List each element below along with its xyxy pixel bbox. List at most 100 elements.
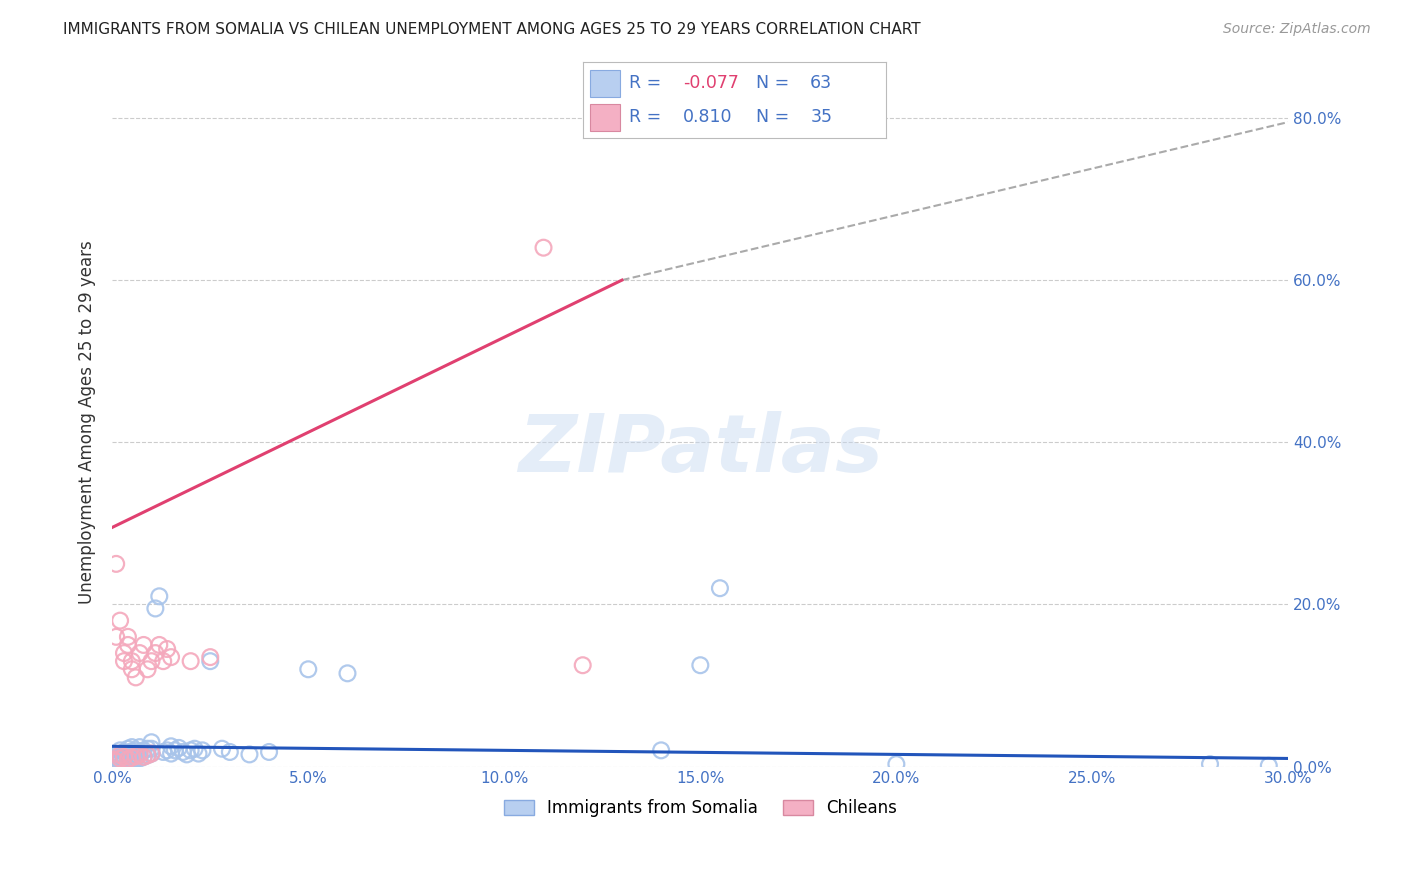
Point (121, 740, 143, 755)
Text: IMMIGRANTS FROM SOMALIA VS CHILEAN UNEMPLOYMENT AMONG AGES 25 TO 29 YEARS CORREL: IMMIGRANTS FROM SOMALIA VS CHILEAN UNEMP… (63, 22, 921, 37)
Point (257, 745, 280, 759)
Point (156, 743, 179, 757)
Point (108, 747, 131, 762)
Point (180, 654, 202, 668)
Y-axis label: Unemployment Among Ages 25 to 29 years: Unemployment Among Ages 25 to 29 years (79, 240, 96, 604)
Point (187, 747, 209, 761)
Point (176, 747, 198, 762)
Point (689, 658, 711, 673)
Text: -0.077: -0.077 (683, 74, 740, 92)
Point (152, 745, 174, 759)
Point (128, 747, 150, 762)
Point (117, 749, 139, 764)
Point (128, 646, 150, 660)
Point (108, 743, 131, 757)
Point (108, 753, 131, 767)
Point (105, 751, 128, 765)
Text: 0.810: 0.810 (683, 109, 733, 127)
Point (125, 670, 148, 684)
Point (105, 747, 128, 762)
Point (218, 745, 240, 759)
Point (121, 744, 143, 758)
Point (121, 654, 143, 668)
Point (112, 749, 135, 764)
Text: Source: ZipAtlas.com: Source: ZipAtlas.com (1223, 22, 1371, 37)
Point (112, 748, 135, 763)
Point (112, 745, 135, 759)
Point (121, 750, 143, 764)
Point (136, 748, 159, 763)
Point (105, 755, 128, 769)
Text: N =: N = (756, 109, 794, 127)
Point (709, 581, 731, 595)
Point (136, 662, 159, 676)
Text: R =: R = (628, 109, 666, 127)
Text: 35: 35 (810, 109, 832, 127)
Point (191, 743, 214, 757)
Point (112, 654, 135, 668)
Point (200, 650, 222, 665)
Point (141, 747, 163, 761)
Point (297, 662, 319, 676)
Point (183, 741, 205, 756)
FancyBboxPatch shape (589, 104, 620, 130)
Point (145, 601, 167, 615)
Text: ZIPatlas: ZIPatlas (517, 410, 883, 489)
Point (152, 654, 174, 668)
Point (103, 756, 125, 771)
Point (112, 646, 135, 660)
Point (128, 751, 150, 765)
Point (125, 749, 148, 764)
Point (200, 654, 222, 668)
Point (141, 735, 163, 749)
Point (1199, 757, 1222, 772)
Point (163, 743, 186, 757)
FancyBboxPatch shape (589, 70, 620, 96)
Point (336, 666, 359, 681)
Point (105, 757, 128, 772)
Point (132, 749, 155, 764)
Point (108, 751, 131, 765)
Point (167, 740, 190, 755)
Text: N =: N = (756, 74, 794, 92)
Point (128, 740, 150, 755)
Point (160, 739, 183, 754)
Point (136, 741, 159, 756)
Point (650, 743, 672, 757)
Point (117, 752, 139, 766)
Point (128, 745, 150, 759)
Point (148, 638, 170, 652)
Point (117, 754, 139, 768)
Point (103, 753, 125, 767)
Point (148, 590, 170, 604)
Point (132, 638, 155, 652)
Point (121, 753, 143, 767)
Point (141, 654, 163, 668)
Point (533, 241, 555, 255)
Point (125, 752, 148, 766)
Point (121, 748, 143, 763)
Point (105, 630, 128, 644)
Point (136, 748, 159, 763)
Point (125, 747, 148, 762)
Point (121, 662, 143, 676)
Point (108, 614, 131, 628)
Point (108, 748, 131, 763)
Point (172, 745, 194, 759)
Point (108, 756, 131, 770)
Point (105, 753, 128, 767)
Point (160, 747, 183, 761)
Point (238, 747, 260, 762)
Point (117, 638, 139, 652)
Point (105, 557, 128, 571)
Point (117, 741, 139, 756)
Point (132, 743, 155, 757)
Point (156, 642, 179, 657)
Point (571, 658, 593, 673)
Point (160, 650, 183, 665)
Point (141, 747, 163, 761)
Point (108, 749, 131, 764)
Point (141, 741, 163, 756)
Point (117, 630, 139, 644)
Point (211, 741, 233, 756)
